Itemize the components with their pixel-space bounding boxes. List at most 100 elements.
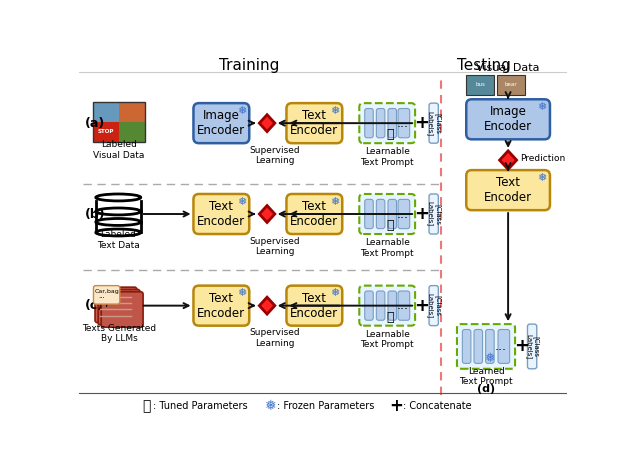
FancyBboxPatch shape bbox=[429, 103, 438, 143]
Text: ❅: ❅ bbox=[537, 102, 547, 112]
FancyBboxPatch shape bbox=[457, 324, 515, 369]
FancyBboxPatch shape bbox=[398, 109, 410, 138]
Text: Texts Generated
By LLMs: Texts Generated By LLMs bbox=[82, 324, 156, 343]
FancyBboxPatch shape bbox=[193, 285, 249, 326]
Bar bbox=[119, 102, 146, 122]
FancyBboxPatch shape bbox=[287, 103, 342, 143]
Ellipse shape bbox=[96, 219, 140, 226]
Text: +: + bbox=[414, 114, 429, 132]
Text: Visual Data: Visual Data bbox=[476, 64, 540, 73]
Text: : Tuned Parameters: : Tuned Parameters bbox=[153, 401, 248, 411]
FancyBboxPatch shape bbox=[93, 285, 120, 304]
FancyBboxPatch shape bbox=[287, 285, 342, 326]
FancyBboxPatch shape bbox=[462, 329, 471, 363]
Bar bbox=[96, 222, 140, 233]
Ellipse shape bbox=[96, 208, 140, 215]
Text: Supervised
Learning: Supervised Learning bbox=[249, 328, 300, 348]
Text: 🔥: 🔥 bbox=[387, 219, 394, 232]
Text: [Class
Labels]: [Class Labels] bbox=[427, 110, 441, 136]
Text: ❅: ❅ bbox=[237, 197, 246, 207]
FancyBboxPatch shape bbox=[466, 170, 550, 210]
Text: Training: Training bbox=[219, 58, 280, 73]
Text: ❅: ❅ bbox=[484, 351, 495, 365]
Text: Image
Encoder: Image Encoder bbox=[484, 105, 532, 133]
FancyBboxPatch shape bbox=[365, 291, 373, 320]
Text: Learnable
Text Prompt: Learnable Text Prompt bbox=[360, 147, 414, 167]
Text: Text
Encoder: Text Encoder bbox=[290, 109, 338, 137]
Text: Text
Encoder: Text Encoder bbox=[290, 200, 338, 228]
Text: 🔥: 🔥 bbox=[387, 128, 394, 141]
Text: Testing: Testing bbox=[457, 58, 511, 73]
Text: ❅: ❅ bbox=[537, 173, 547, 183]
Text: ❅: ❅ bbox=[237, 288, 246, 298]
FancyBboxPatch shape bbox=[101, 292, 143, 327]
Ellipse shape bbox=[96, 229, 140, 236]
FancyBboxPatch shape bbox=[365, 109, 373, 138]
Text: (b): (b) bbox=[85, 207, 106, 220]
Text: Text
Encoder: Text Encoder bbox=[197, 200, 246, 228]
Polygon shape bbox=[260, 115, 275, 132]
Text: Text
Encoder: Text Encoder bbox=[197, 292, 246, 320]
Text: [Class
Labels]: [Class Labels] bbox=[427, 201, 441, 227]
Ellipse shape bbox=[96, 194, 140, 201]
FancyBboxPatch shape bbox=[429, 285, 438, 326]
FancyBboxPatch shape bbox=[359, 285, 415, 326]
Bar bbox=[96, 212, 140, 222]
FancyBboxPatch shape bbox=[193, 103, 249, 143]
Text: [Class
Labels]: [Class Labels] bbox=[427, 293, 441, 318]
Text: Supervised
Learning: Supervised Learning bbox=[249, 237, 300, 256]
FancyBboxPatch shape bbox=[365, 199, 373, 229]
FancyBboxPatch shape bbox=[95, 287, 137, 322]
Text: Learned
Text Prompt: Learned Text Prompt bbox=[459, 367, 513, 386]
Polygon shape bbox=[260, 205, 275, 222]
Text: [Class
Labels]: [Class Labels] bbox=[525, 334, 539, 359]
FancyBboxPatch shape bbox=[193, 194, 249, 234]
FancyBboxPatch shape bbox=[359, 103, 415, 143]
Text: Car,bag: Car,bag bbox=[94, 288, 119, 293]
FancyBboxPatch shape bbox=[466, 99, 550, 139]
Text: Labeled
Text Data: Labeled Text Data bbox=[97, 230, 140, 250]
Text: 🔥: 🔥 bbox=[387, 311, 394, 324]
FancyBboxPatch shape bbox=[474, 329, 483, 363]
Text: (a): (a) bbox=[85, 117, 105, 130]
Text: ❅: ❅ bbox=[330, 197, 339, 207]
Bar bbox=[93, 102, 146, 142]
FancyBboxPatch shape bbox=[359, 194, 415, 234]
FancyBboxPatch shape bbox=[376, 199, 385, 229]
Text: +: + bbox=[389, 397, 403, 415]
FancyBboxPatch shape bbox=[376, 291, 385, 320]
Text: ❅: ❅ bbox=[265, 399, 277, 413]
FancyBboxPatch shape bbox=[287, 194, 342, 234]
FancyBboxPatch shape bbox=[398, 291, 410, 320]
Text: ❅: ❅ bbox=[237, 106, 246, 116]
FancyBboxPatch shape bbox=[527, 324, 537, 369]
FancyBboxPatch shape bbox=[498, 329, 510, 363]
Text: Text
Encoder: Text Encoder bbox=[290, 292, 338, 320]
FancyBboxPatch shape bbox=[388, 199, 396, 229]
Polygon shape bbox=[500, 151, 517, 169]
Bar bbox=[119, 122, 146, 142]
Text: ❅: ❅ bbox=[330, 106, 339, 116]
Text: (c): (c) bbox=[85, 299, 104, 312]
FancyBboxPatch shape bbox=[429, 194, 438, 234]
Bar bbox=[466, 74, 494, 95]
Text: ...: ... bbox=[99, 293, 105, 300]
Text: STOP: STOP bbox=[98, 129, 114, 134]
FancyBboxPatch shape bbox=[376, 109, 385, 138]
Bar bbox=[497, 74, 525, 95]
Text: Text
Encoder: Text Encoder bbox=[484, 176, 532, 204]
Text: bear: bear bbox=[505, 82, 517, 87]
Text: : Frozen Parameters: : Frozen Parameters bbox=[277, 401, 374, 411]
Text: ...: ... bbox=[397, 117, 409, 130]
Text: Image
Encoder: Image Encoder bbox=[197, 109, 246, 137]
Text: ❅: ❅ bbox=[330, 288, 339, 298]
Text: ...: ... bbox=[495, 340, 507, 353]
Text: ...: ... bbox=[397, 207, 409, 220]
Text: Learnable
Text Prompt: Learnable Text Prompt bbox=[360, 330, 414, 349]
Text: Learnable
Text Prompt: Learnable Text Prompt bbox=[360, 238, 414, 257]
Text: 🔥: 🔥 bbox=[143, 399, 151, 413]
Bar bbox=[93, 102, 119, 122]
Text: ...: ... bbox=[397, 299, 409, 312]
FancyBboxPatch shape bbox=[388, 291, 396, 320]
Polygon shape bbox=[260, 297, 275, 314]
